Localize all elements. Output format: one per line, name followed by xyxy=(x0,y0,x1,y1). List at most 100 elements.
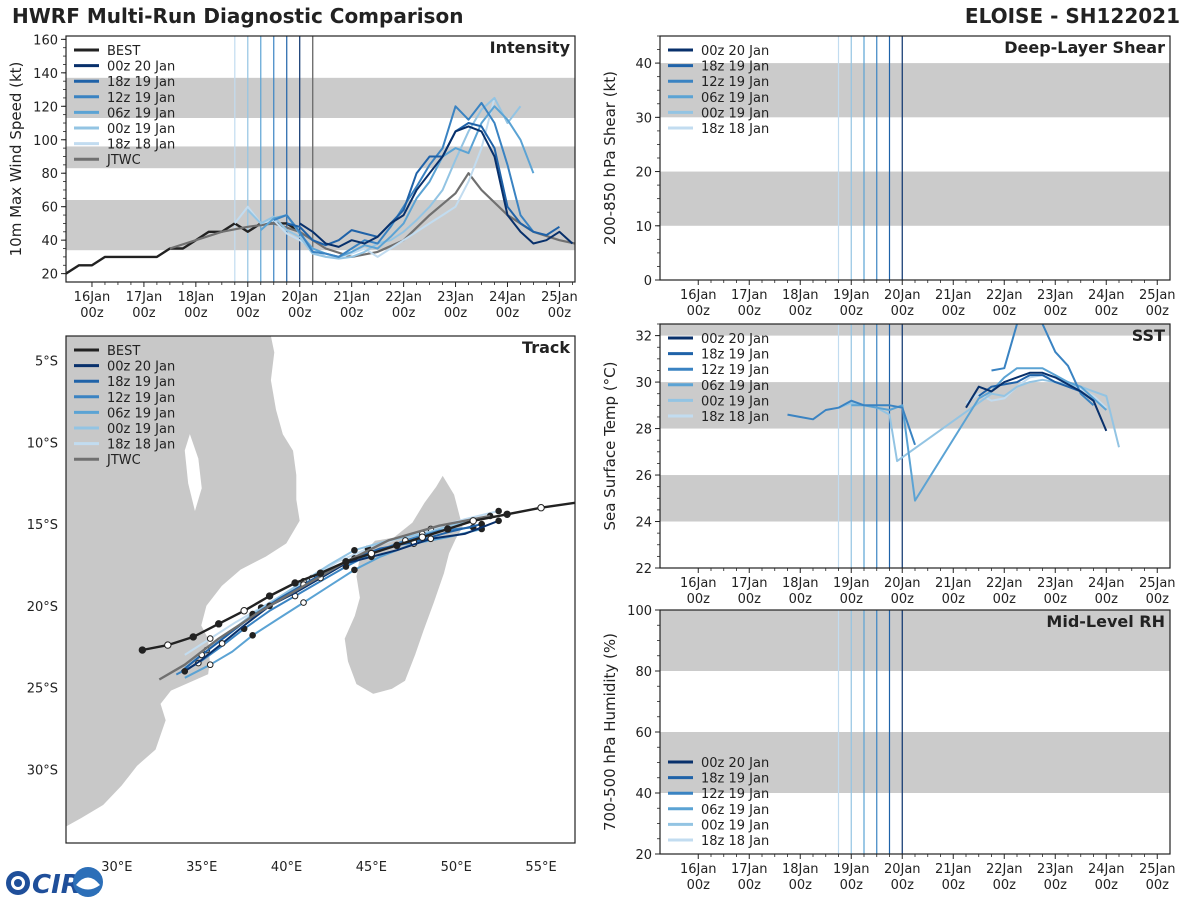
legend-label: 18z 19 Jan xyxy=(107,375,175,390)
x-tick-hour: 00z xyxy=(184,306,208,321)
x-tick-day: 23Jan xyxy=(1037,576,1074,591)
best-track-marker xyxy=(291,579,299,587)
best-track-marker xyxy=(138,646,147,654)
y-tick-label: 80 xyxy=(41,167,58,182)
axes-frame xyxy=(65,35,576,283)
x-tick-day: 19Jan xyxy=(833,288,870,303)
lat-tick-label: 10°S xyxy=(27,436,58,451)
y-tick-label: 60 xyxy=(635,726,652,741)
legend-label: 18z 19 Jan xyxy=(701,60,769,75)
y-tick-label: 30 xyxy=(635,111,652,126)
run-track-marker xyxy=(181,667,189,675)
best-track-marker xyxy=(393,541,401,550)
x-tick-day: 20Jan xyxy=(281,290,318,305)
lake-water xyxy=(184,434,202,511)
legend-label: 12z 19 Jan xyxy=(107,391,175,406)
run-track-marker xyxy=(495,507,502,515)
legend-label: 00z 20 Jan xyxy=(701,756,769,771)
legend-label: 18z 19 Jan xyxy=(701,348,769,363)
y-axis-label: 700-500 hPa Humidity (%) xyxy=(601,633,619,831)
legend-label: 06z 19 Jan xyxy=(701,803,769,818)
y-tick-label: 20 xyxy=(41,268,58,283)
x-tick-day: 19Jan xyxy=(229,290,266,305)
legend-label: 00z 19 Jan xyxy=(107,422,175,437)
x-tick-day: 20Jan xyxy=(884,576,921,591)
best-track-marker xyxy=(503,510,511,518)
best-track-marker xyxy=(265,592,274,600)
x-tick-hour: 00z xyxy=(444,306,468,321)
best-track-marker xyxy=(367,549,376,558)
x-tick-hour: 00z xyxy=(789,304,813,319)
run-line xyxy=(299,125,574,248)
lat-tick-label: 15°S xyxy=(27,518,58,533)
gray-band xyxy=(660,324,1170,336)
x-tick-hour: 00z xyxy=(1146,592,1170,607)
x-tick-hour: 00z xyxy=(891,878,915,893)
y-tick-label: 40 xyxy=(41,234,58,249)
run-track-marker xyxy=(495,517,502,525)
x-tick-day: 22Jan xyxy=(986,288,1023,303)
best-track-marker xyxy=(240,607,248,615)
x-tick-day: 18Jan xyxy=(782,288,819,303)
x-tick-day: 16Jan xyxy=(680,288,717,303)
lon-tick-label: 55°E xyxy=(525,860,556,875)
legend-label: JTWC xyxy=(106,453,141,468)
lat-tick-label: 25°S xyxy=(27,682,58,697)
x-tick-day: 25Jan xyxy=(1139,576,1176,591)
x-tick-hour: 00z xyxy=(1095,592,1119,607)
x-tick-hour: 00z xyxy=(687,878,711,893)
gray-band xyxy=(660,610,1170,671)
x-tick-hour: 00z xyxy=(1146,878,1170,893)
lat-tick-label: 5°S xyxy=(35,355,58,370)
legend-label: BEST xyxy=(107,344,140,359)
lon-tick-label: 45°E xyxy=(356,860,387,875)
legend-label: 00z 19 Jan xyxy=(701,106,769,121)
x-tick-hour: 00z xyxy=(1044,878,1068,893)
x-tick-hour: 00z xyxy=(789,878,813,893)
y-tick-label: 20 xyxy=(635,848,652,863)
x-tick-day: 18Jan xyxy=(782,862,819,877)
best-track-marker xyxy=(164,641,172,649)
best-track-marker xyxy=(537,504,545,512)
y-tick-label: 0 xyxy=(644,274,652,289)
y-tick-label: 120 xyxy=(33,100,58,115)
x-tick-day: 17Jan xyxy=(731,576,768,591)
madagascar-land xyxy=(343,474,464,695)
lon-tick-label: 40°E xyxy=(271,860,302,875)
legend-label: 18z 19 Jan xyxy=(107,75,175,90)
x-tick-day: 17Jan xyxy=(731,288,768,303)
y-tick-label: 60 xyxy=(41,201,58,216)
gray-band xyxy=(66,200,575,251)
legend-label: 12z 19 Jan xyxy=(107,91,175,106)
x-tick-hour: 00z xyxy=(942,304,966,319)
legend-label: 18z 18 Jan xyxy=(701,122,769,137)
x-tick-day: 23Jan xyxy=(1037,288,1074,303)
run-track-line xyxy=(180,523,482,673)
y-tick-label: 32 xyxy=(635,330,652,345)
x-tick-hour: 00z xyxy=(288,306,312,321)
best-track-marker xyxy=(469,517,477,525)
run-line xyxy=(787,324,1095,446)
y-tick-label: 40 xyxy=(635,787,652,802)
x-tick-day: 25Jan xyxy=(1139,862,1176,877)
x-tick-hour: 00z xyxy=(687,592,711,607)
y-tick-label: 30 xyxy=(635,376,652,391)
run-track-line xyxy=(175,526,474,676)
gray-band xyxy=(660,63,1170,118)
x-tick-day: 24Jan xyxy=(1088,288,1125,303)
x-tick-day: 16Jan xyxy=(680,576,717,591)
x-tick-day: 23Jan xyxy=(1037,862,1074,877)
x-tick-hour: 00z xyxy=(1044,304,1068,319)
gray-band xyxy=(660,171,1170,226)
legend-label: 06z 19 Jan xyxy=(701,91,769,106)
y-tick-label: 22 xyxy=(635,562,652,577)
panel-title: Deep-Layer Shear xyxy=(1004,38,1165,57)
x-tick-day: 18Jan xyxy=(178,290,215,305)
legend-label: 12z 19 Jan xyxy=(701,787,769,802)
x-tick-day: 16Jan xyxy=(74,290,111,305)
legend-label: 06z 19 Jan xyxy=(701,379,769,394)
legend-label: 00z 20 Jan xyxy=(107,60,175,75)
x-tick-hour: 00z xyxy=(840,304,864,319)
x-tick-hour: 00z xyxy=(840,592,864,607)
